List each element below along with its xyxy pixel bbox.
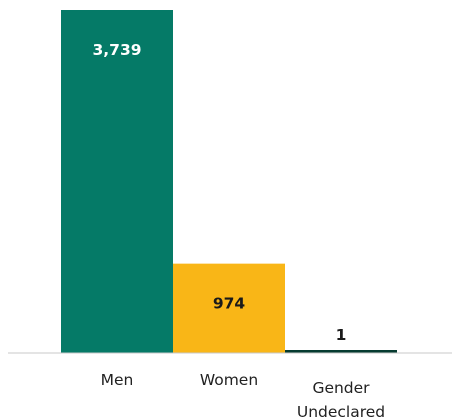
category-label-0: Men bbox=[101, 371, 134, 389]
category-label-line: Women bbox=[200, 371, 258, 389]
category-label-line: Men bbox=[101, 371, 134, 389]
bar-1 bbox=[173, 263, 285, 353]
bar-value-label-2: 1 bbox=[336, 326, 347, 344]
category-label-2: Gender Undeclared bbox=[297, 379, 385, 420]
category-label-line: Gender bbox=[312, 379, 370, 397]
bar-value-label-1: 974 bbox=[213, 295, 246, 313]
bar-value-label-0: 3,739 bbox=[92, 41, 141, 59]
bar-0 bbox=[61, 10, 173, 353]
category-labels-group: Men Women Gender Undeclared bbox=[101, 371, 386, 420]
bars-group bbox=[61, 10, 397, 353]
value-labels-group: 3,739 974 1 bbox=[92, 41, 346, 344]
category-label-1: Women bbox=[200, 371, 258, 389]
category-label-line: Undeclared bbox=[297, 403, 385, 420]
bar-2 bbox=[285, 350, 397, 353]
